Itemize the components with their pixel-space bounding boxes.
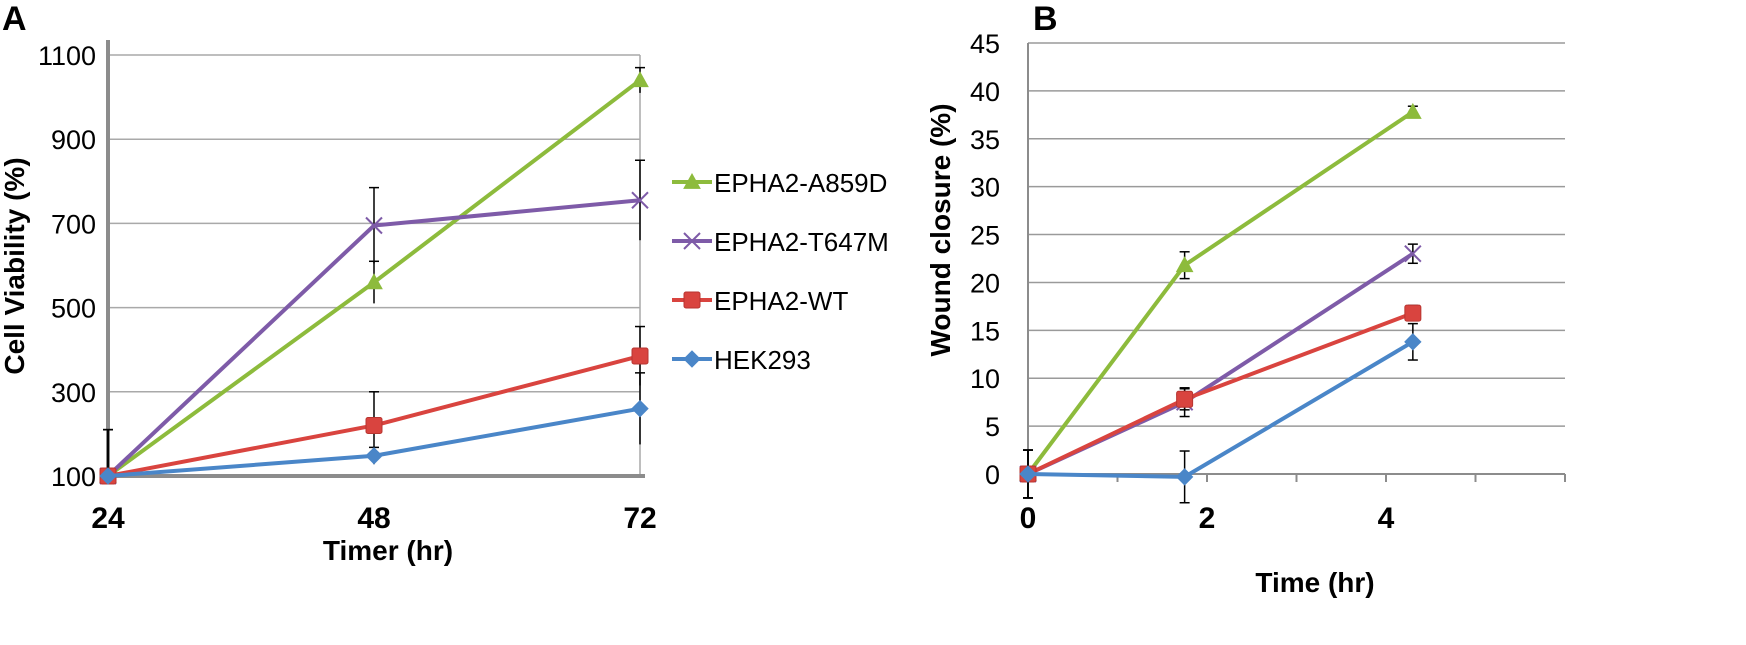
panel-b-data-point: [1175, 468, 1194, 486]
legend: EPHA2-A859D EPHA2-T647M EPHA2-WT HEK293: [672, 168, 889, 375]
legend-marker: [683, 291, 701, 309]
panel-b-y-tick: 25: [970, 221, 1000, 251]
panel-a-y-tick: 1100: [38, 41, 96, 71]
panel-b-y-tick: 20: [970, 268, 1000, 298]
legend-label: EPHA2-T647M: [714, 227, 889, 257]
legend-marker: [683, 350, 701, 368]
panel-b-x-tick: 4: [1378, 502, 1395, 535]
panel-b-y-tick: 0: [985, 460, 1000, 490]
panel-b-y-tick: 45: [970, 29, 1000, 59]
panel-a-label: A: [2, 0, 27, 38]
panel-a-x-tick: 72: [623, 502, 656, 535]
legend-item: HEK293: [672, 345, 811, 375]
panel-b-x-axis-title: Time (hr): [1255, 567, 1374, 598]
panel-b-data-point: [1019, 465, 1037, 483]
panel-b-series: [1019, 322, 1422, 504]
panel-a-data-point: [631, 191, 649, 209]
panel-a-x-tick: 48: [357, 502, 390, 535]
panel-a-x-tick: 24: [91, 502, 125, 535]
panel-a-data-point: [365, 273, 383, 290]
legend-label: EPHA2-A859D: [714, 168, 887, 198]
panel-b-series-line: [1027, 340, 1414, 479]
panel-b-data-point: [1175, 256, 1194, 273]
panel-b-y-tick: 35: [970, 125, 1000, 155]
panel-a-y-tick: 900: [51, 125, 96, 155]
panel-b-series-line: [1027, 252, 1414, 476]
panel-b-data-point: [1176, 390, 1194, 408]
panel-b-data-point: [1404, 304, 1422, 322]
panel-a-chart: 100 300 500 700 900 1100 24 48 72 Timer (hr) Cell …: [0, 40, 657, 566]
panel-b-y-tick: 15: [970, 316, 1000, 346]
legend-item: EPHA2-WT: [672, 286, 848, 316]
panel-a-data-point: [365, 216, 383, 235]
panel-a-y-tick: 300: [51, 378, 96, 408]
panel-a-data-point: [631, 399, 649, 418]
panel-a-series: [99, 372, 649, 485]
legend-marker: [683, 232, 701, 250]
panel-a-data-point: [99, 467, 117, 485]
panel-a-y-axis-title: Cell Viability (%): [0, 157, 30, 374]
legend-item: EPHA2-T647M: [672, 227, 889, 257]
panel-b-series: [1019, 102, 1422, 499]
panel-b-y-tick: 10: [970, 364, 1000, 394]
panel-b-series-line: [1027, 311, 1414, 476]
panel-b-data-point: [1404, 245, 1422, 263]
panel-a-data-point: [365, 447, 383, 465]
legend-label: HEK293: [714, 345, 811, 375]
panel-b-x-tick: 2: [1199, 502, 1216, 535]
panel-b-data-point: [1404, 333, 1422, 351]
panel-a-y-tick: 500: [51, 294, 96, 324]
panel-a-y-tick: 700: [51, 209, 96, 239]
panel-a-data-point: [365, 416, 383, 434]
panel-b-y-tick: 40: [970, 77, 1000, 107]
panel-a-x-axis-title: Timer (hr): [323, 535, 453, 566]
legend-label: EPHA2-WT: [714, 286, 848, 316]
panel-a-data-point: [631, 71, 649, 88]
panel-a-data-point: [631, 347, 649, 365]
legend-item: EPHA2-A859D: [672, 168, 887, 198]
panel-b-y-axis-title: Wound closure (%): [925, 103, 956, 356]
legend-marker: [683, 172, 701, 189]
panel-b-data-point: [1404, 102, 1422, 119]
panel-b-chart: 0 5 10 15 20 25 30 35 40 45 0 2 4 Time (hr) Wound clos…: [925, 29, 1566, 598]
panel-a-series: [99, 66, 649, 483]
panel-b-y-tick: 5: [985, 412, 1000, 442]
panel-b-label: B: [1033, 0, 1058, 38]
panel-a-y-tick: 100: [51, 462, 96, 492]
panel-b-y-tick: 30: [970, 173, 1000, 203]
panel-b-x-tick: 0: [1020, 502, 1037, 535]
